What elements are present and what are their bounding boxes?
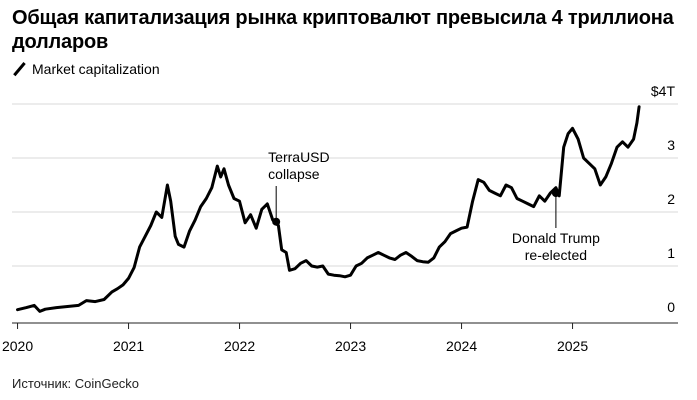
legend-label: Market capitalization	[32, 61, 160, 77]
source-note: Источник: CoinGecko	[12, 376, 140, 391]
y-tick-label: $4T	[651, 83, 676, 99]
gridlines	[12, 103, 678, 267]
y-tick-label: 2	[667, 191, 675, 207]
y-axis-ticks: $4T 3 2 1 0	[651, 83, 676, 315]
trump-label: re-elected	[525, 247, 587, 263]
terrausd-label: TerraUSD	[268, 149, 329, 165]
x-tick-label: 2022	[224, 338, 255, 354]
chart-title: Общая капитализация рынка криптовалют пр…	[12, 7, 674, 53]
x-tick-label: 2025	[557, 338, 588, 354]
y-tick-label: 0	[667, 299, 675, 315]
y-tick-label: 1	[667, 245, 675, 261]
x-tick-label: 2024	[446, 338, 477, 354]
y-tick-label: 3	[667, 137, 675, 153]
terrausd-label: collapse	[268, 166, 320, 182]
market-cap-line	[16, 105, 641, 313]
trump-label: Donald Trump	[512, 230, 600, 246]
legend: Market capitalization	[12, 61, 160, 77]
x-axis: 2020 2021 2022 2023 2024 2025	[2, 322, 678, 354]
x-tick-label: 2021	[113, 338, 144, 354]
x-tick-label: 2023	[335, 338, 366, 354]
x-tick-label: 2020	[2, 338, 33, 354]
